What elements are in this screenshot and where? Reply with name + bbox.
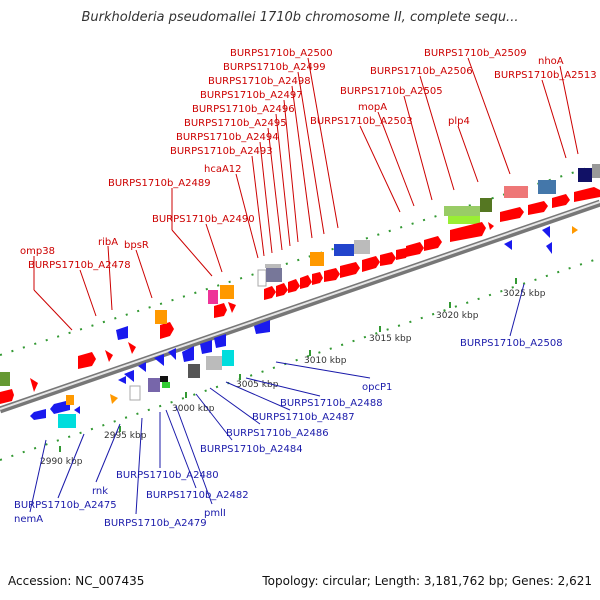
gene-label: BURPS1710b_A2509	[424, 48, 527, 59]
gene-label: ribA	[98, 237, 118, 248]
gene-label: BURPS1710b_A2493	[170, 146, 273, 157]
bottom-gene-labels: BURPS1710b_A2508 opcP1 BURPS1710b_A2488 …	[14, 338, 563, 529]
gene-label: BURPS1710b_A2479	[104, 518, 207, 529]
gene-label: nhoA	[538, 56, 564, 67]
gene-label: BURPS1710b_A2498	[208, 76, 311, 87]
map-title: Burkholderia pseudomallei 1710b chromoso…	[81, 10, 519, 25]
gene-label: opcP1	[362, 382, 392, 393]
gene-label: BURPS1710b_A2478	[28, 260, 131, 271]
gene-label: BURPS1710b_A2496	[192, 104, 295, 115]
gene-label: BURPS1710b_A2480	[116, 470, 219, 481]
gene-label: BURPS1710b_A2500	[230, 48, 333, 59]
gene-label: BURPS1710b_A2494	[176, 132, 279, 143]
gene-label: hcaA12	[204, 164, 242, 175]
scale-label: 3000 kbp	[172, 404, 215, 414]
gene-label: BURPS1710b_A2490	[152, 214, 255, 225]
gene-label: nemA	[14, 514, 43, 525]
forward-features	[0, 164, 600, 404]
gene-label: BURPS1710b_A2486	[226, 428, 329, 439]
gene-label: BURPS1710b_A2475	[14, 500, 117, 511]
gene-label: BURPS1710b_A2499	[223, 62, 326, 73]
reverse-features	[30, 226, 578, 428]
gene-label: BURPS1710b_A2482	[146, 490, 249, 501]
gene-label: BURPS1710b_A2488	[280, 398, 383, 409]
gene-label: BURPS1710b_A2503	[310, 116, 413, 127]
gene-label: BURPS1710b_A2505	[340, 86, 443, 97]
gene-label: rnk	[92, 486, 108, 497]
scale-label: 3025 kbp	[503, 289, 546, 299]
scale-label: 3020 kbp	[436, 311, 479, 321]
gene-label: BURPS1710b_A2495	[184, 118, 287, 129]
gene-label: pmlI	[204, 508, 226, 519]
gene-label: omp38	[20, 246, 55, 257]
gene-label: bpsR	[124, 240, 149, 251]
top-leader-lines	[33, 57, 579, 331]
gene-label: BURPS1710b_A2484	[200, 444, 303, 455]
scale-ticks: 2990 kbp 2995 kbp 3000 kbp 3005 kbp 3010…	[40, 278, 546, 467]
gene-label: BURPS1710b_A2508	[460, 338, 563, 349]
scale-label: 3005 kbp	[236, 380, 279, 390]
gene-label: plp4	[448, 116, 470, 127]
top-gene-labels: BURPS1710b_A2500 BURPS1710b_A2499 BURPS1…	[20, 48, 597, 271]
scale-label: 3010 kbp	[304, 356, 347, 366]
gene-label: BURPS1710b_A2513	[494, 70, 597, 81]
scale-label: 2990 kbp	[40, 457, 83, 467]
topology-summary: Topology: circular; Length: 3,181,762 bp…	[262, 574, 592, 588]
gene-label: BURPS1710b_A2487	[252, 412, 355, 423]
scale-label: 3015 kbp	[369, 334, 412, 344]
backbone	[0, 199, 600, 414]
gene-label: mopA	[358, 102, 387, 113]
accession-label: Accession: NC_007435	[8, 574, 145, 588]
gene-label: BURPS1710b_A2497	[200, 90, 303, 101]
bottom-leader-lines	[29, 283, 525, 515]
gene-label: BURPS1710b_A2506	[370, 66, 473, 77]
scale-label: 2995 kbp	[104, 431, 147, 441]
gene-label: BURPS1710b_A2489	[108, 178, 211, 189]
